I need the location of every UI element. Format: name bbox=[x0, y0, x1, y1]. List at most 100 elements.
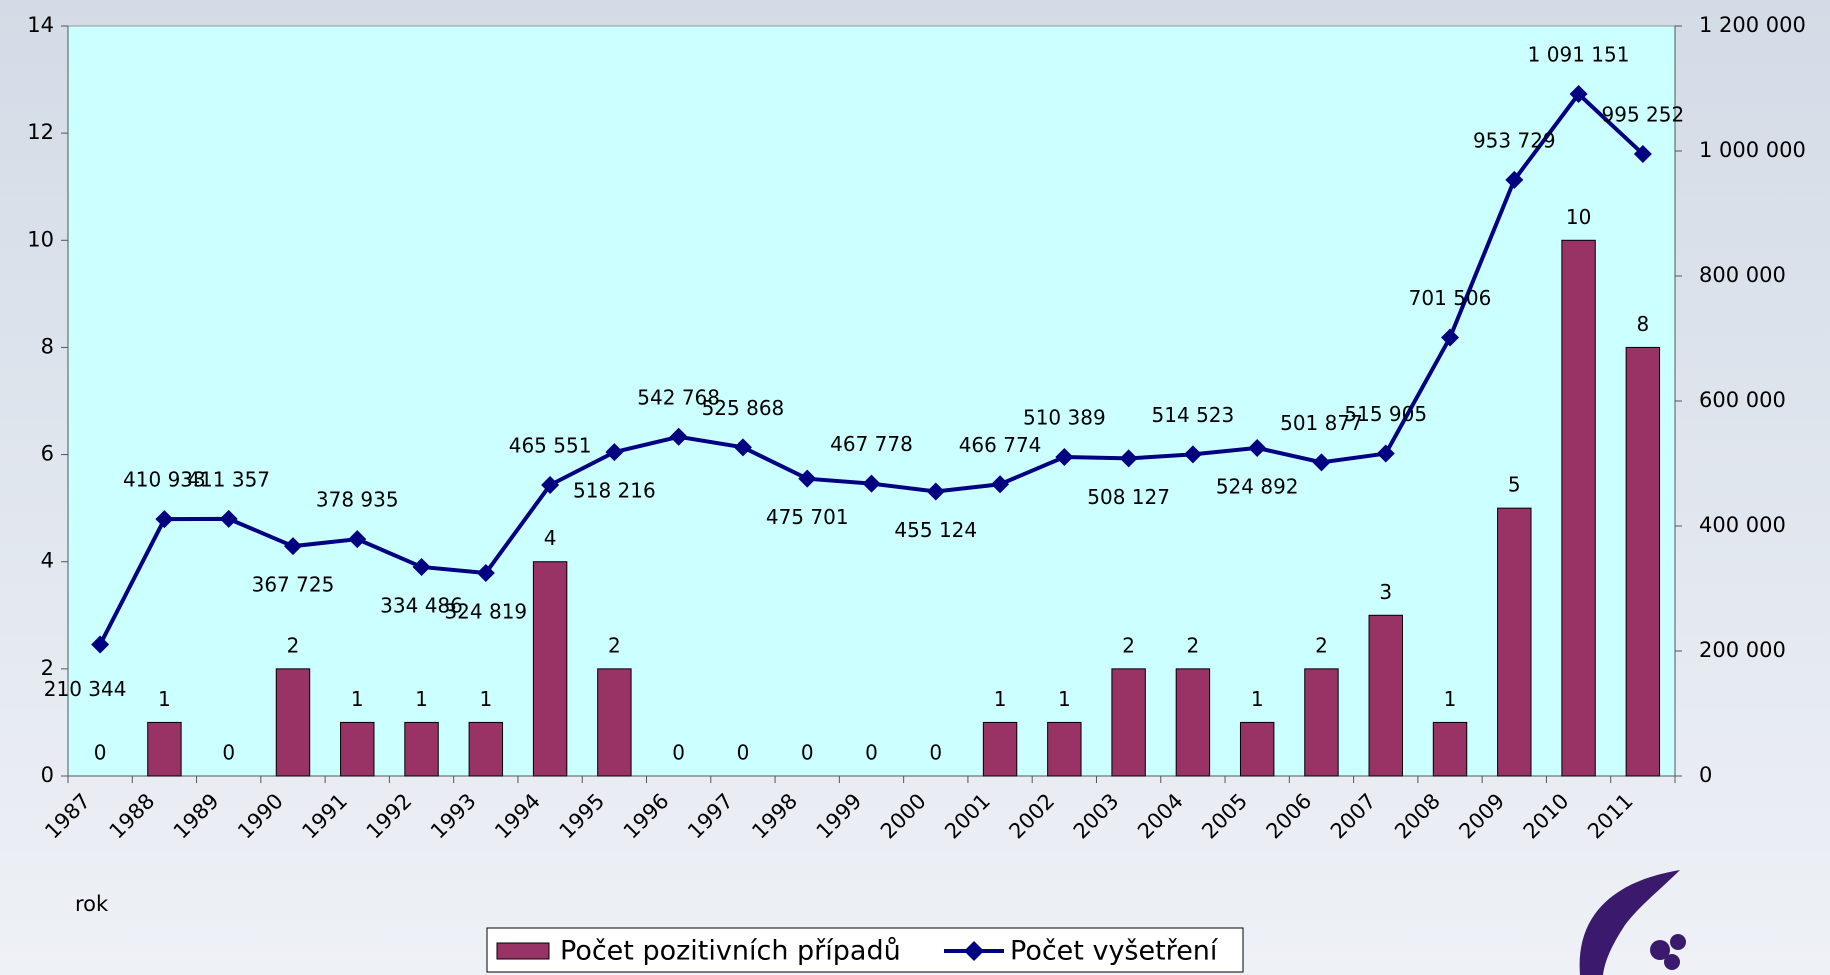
y-tick-label: 4 bbox=[41, 549, 54, 573]
bar bbox=[1239, 721, 1275, 777]
data-label: 378 935 bbox=[316, 488, 399, 512]
bar bbox=[404, 721, 439, 777]
data-label: 0 bbox=[929, 741, 942, 765]
marker bbox=[798, 469, 817, 488]
data-label: 514 523 bbox=[1152, 403, 1235, 427]
marker bbox=[283, 537, 302, 556]
plot-area bbox=[67, 25, 1676, 777]
bar bbox=[1304, 668, 1339, 777]
data-label: 515 905 bbox=[1344, 402, 1427, 426]
data-label: 2 bbox=[1187, 633, 1200, 657]
data-label: 1 bbox=[351, 687, 364, 711]
marker bbox=[412, 557, 431, 576]
y-tick-label: 10 bbox=[27, 227, 54, 251]
marker bbox=[541, 476, 560, 495]
bar bbox=[147, 721, 182, 777]
bar bbox=[1497, 507, 1532, 777]
data-label: 8 bbox=[1636, 312, 1649, 336]
y-tick-label: 14 bbox=[27, 13, 54, 37]
bar bbox=[340, 721, 375, 777]
marker bbox=[1569, 85, 1588, 104]
data-label: 953 729 bbox=[1473, 128, 1556, 152]
data-label: 1 bbox=[158, 687, 171, 711]
bar bbox=[1561, 239, 1596, 777]
legend-swatch bbox=[496, 942, 550, 960]
y-tick-label: 2 bbox=[41, 656, 54, 680]
y-tick-label: 8 bbox=[41, 334, 54, 358]
y2-tick-label: 1 200 000 bbox=[1699, 13, 1806, 37]
bar bbox=[468, 721, 504, 777]
logo bbox=[1579, 870, 1686, 975]
data-label: 2 bbox=[608, 633, 621, 657]
data-label: 508 127 bbox=[1087, 485, 1170, 509]
data-label: 1 bbox=[479, 687, 492, 711]
bar bbox=[1047, 721, 1082, 777]
marker bbox=[1248, 438, 1267, 457]
y2-tick-label: 200 000 bbox=[1699, 638, 1786, 662]
data-label: 367 725 bbox=[252, 573, 335, 597]
legend-box bbox=[486, 927, 1244, 973]
data-label: 524 892 bbox=[1216, 474, 1299, 498]
marker bbox=[1633, 144, 1652, 163]
data-label: 0 bbox=[222, 741, 235, 765]
marker bbox=[1183, 445, 1202, 464]
marker bbox=[348, 530, 367, 549]
y-tick-label: 6 bbox=[41, 442, 54, 466]
marker bbox=[926, 482, 945, 501]
y2-tick-label: 0 bbox=[1699, 763, 1712, 787]
legend-label: Počet vyšetření bbox=[1010, 936, 1219, 967]
legend-label: Počet pozitivních případů bbox=[560, 936, 901, 967]
data-label: 411 357 bbox=[187, 467, 270, 491]
data-label: 0 bbox=[865, 741, 878, 765]
x-axis-label: rok bbox=[75, 892, 109, 916]
data-label: 466 774 bbox=[959, 433, 1042, 457]
data-label: 1 bbox=[1251, 687, 1264, 711]
data-label: 210 344 bbox=[44, 677, 127, 701]
marker bbox=[155, 510, 174, 529]
data-label: 455 124 bbox=[894, 518, 977, 542]
marker bbox=[1312, 453, 1331, 472]
marker bbox=[1119, 449, 1138, 468]
data-label: 1 bbox=[994, 687, 1007, 711]
data-label: 2 bbox=[287, 633, 300, 657]
marker bbox=[669, 427, 688, 446]
y2-tick-label: 800 000 bbox=[1699, 263, 1786, 287]
data-label: 1 bbox=[1444, 687, 1457, 711]
marker bbox=[1505, 170, 1524, 189]
bar bbox=[275, 668, 311, 777]
data-label: 1 091 151 bbox=[1528, 43, 1630, 67]
marker bbox=[91, 635, 110, 654]
marker bbox=[1441, 328, 1460, 347]
y-tick-label: 0 bbox=[41, 763, 54, 787]
data-label: 2 bbox=[1315, 633, 1328, 657]
marker bbox=[1376, 444, 1395, 463]
data-label: 701 506 bbox=[1409, 286, 1492, 310]
data-label: 475 701 bbox=[766, 505, 849, 529]
data-label: 510 389 bbox=[1023, 406, 1106, 430]
y2-tick-label: 400 000 bbox=[1699, 513, 1786, 537]
data-label: 467 778 bbox=[830, 432, 913, 456]
data-label: 410 933 bbox=[123, 468, 206, 492]
data-label: 1 bbox=[415, 687, 428, 711]
data-label: 0 bbox=[801, 741, 814, 765]
marker bbox=[605, 443, 624, 462]
data-label: 324 819 bbox=[444, 599, 527, 623]
data-label: 1 bbox=[1058, 687, 1071, 711]
data-label: 0 bbox=[94, 741, 107, 765]
data-label: 2 bbox=[1122, 633, 1135, 657]
marker bbox=[733, 438, 752, 457]
data-label: 465 551 bbox=[509, 434, 592, 458]
legend-marker bbox=[964, 941, 984, 961]
data-label: 334 486 bbox=[380, 593, 463, 617]
bar bbox=[1432, 721, 1468, 777]
data-label: 518 216 bbox=[573, 479, 656, 503]
data-label: 5 bbox=[1508, 473, 1521, 497]
y2-tick-label: 1 000 000 bbox=[1699, 138, 1806, 162]
bar bbox=[597, 668, 632, 777]
data-label: 3 bbox=[1379, 580, 1392, 604]
marker bbox=[862, 474, 881, 493]
bar bbox=[532, 561, 568, 777]
y2-tick-label: 600 000 bbox=[1699, 388, 1786, 412]
bar bbox=[1111, 668, 1146, 777]
